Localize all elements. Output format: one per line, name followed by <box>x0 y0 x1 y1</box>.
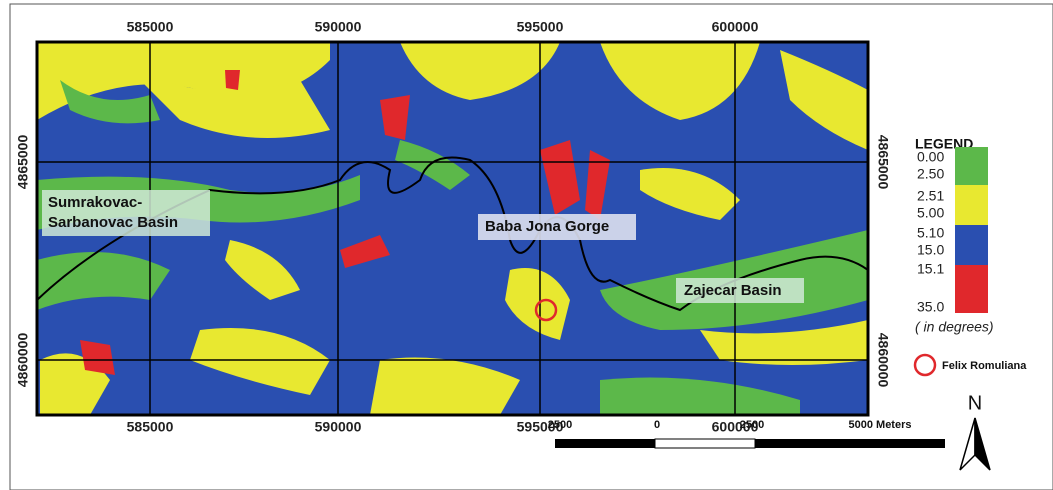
y-coord-left: 4860000 <box>15 333 31 388</box>
legend-value: 5.00 <box>917 205 944 221</box>
legend-value: 35.0 <box>917 299 944 315</box>
y-coord-right: 4865000 <box>875 135 891 190</box>
y-coord-right: 4860000 <box>875 333 891 388</box>
scale-label: 2500 <box>548 419 572 431</box>
place-label: Baba Jona Gorge <box>485 218 609 235</box>
scale-label: 5000 Meters <box>849 419 912 431</box>
legend-value: 2.51 <box>917 188 944 204</box>
x-coord-bottom: 585000 <box>127 419 174 435</box>
legend-unit: ( in degrees) <box>915 319 994 335</box>
legend-marker-label: Felix Romuliana <box>942 360 1027 372</box>
legend-swatch <box>955 225 988 265</box>
slope-map-figure: 585000 590000 595000 600000 585000 59000… <box>0 0 1053 490</box>
x-coord-top: 585000 <box>127 19 174 35</box>
legend-value: 15.1 <box>917 261 944 277</box>
x-coord-bottom: 590000 <box>315 419 362 435</box>
scale-label: 2500 <box>740 419 764 431</box>
north-label: N <box>968 392 982 414</box>
x-coord-top: 600000 <box>712 19 759 35</box>
x-coord-top: 590000 <box>315 19 362 35</box>
place-label: Zajecar Basin <box>684 282 782 299</box>
y-coord-left: 4865000 <box>15 135 31 190</box>
legend-swatch <box>955 265 988 313</box>
legend-swatch <box>955 185 988 225</box>
place-label: Sumrakovac- <box>48 194 142 211</box>
legend-value: 15.0 <box>917 242 944 258</box>
legend-value: 2.50 <box>917 166 944 182</box>
x-coord-top: 595000 <box>517 19 564 35</box>
legend-value: 0.00 <box>917 149 944 165</box>
place-label: Sarbanovac Basin <box>48 214 178 231</box>
legend-value: 5.10 <box>917 225 944 241</box>
scale-label: 0 <box>654 419 660 431</box>
scale-bar <box>555 439 945 448</box>
legend-swatch <box>955 147 988 185</box>
